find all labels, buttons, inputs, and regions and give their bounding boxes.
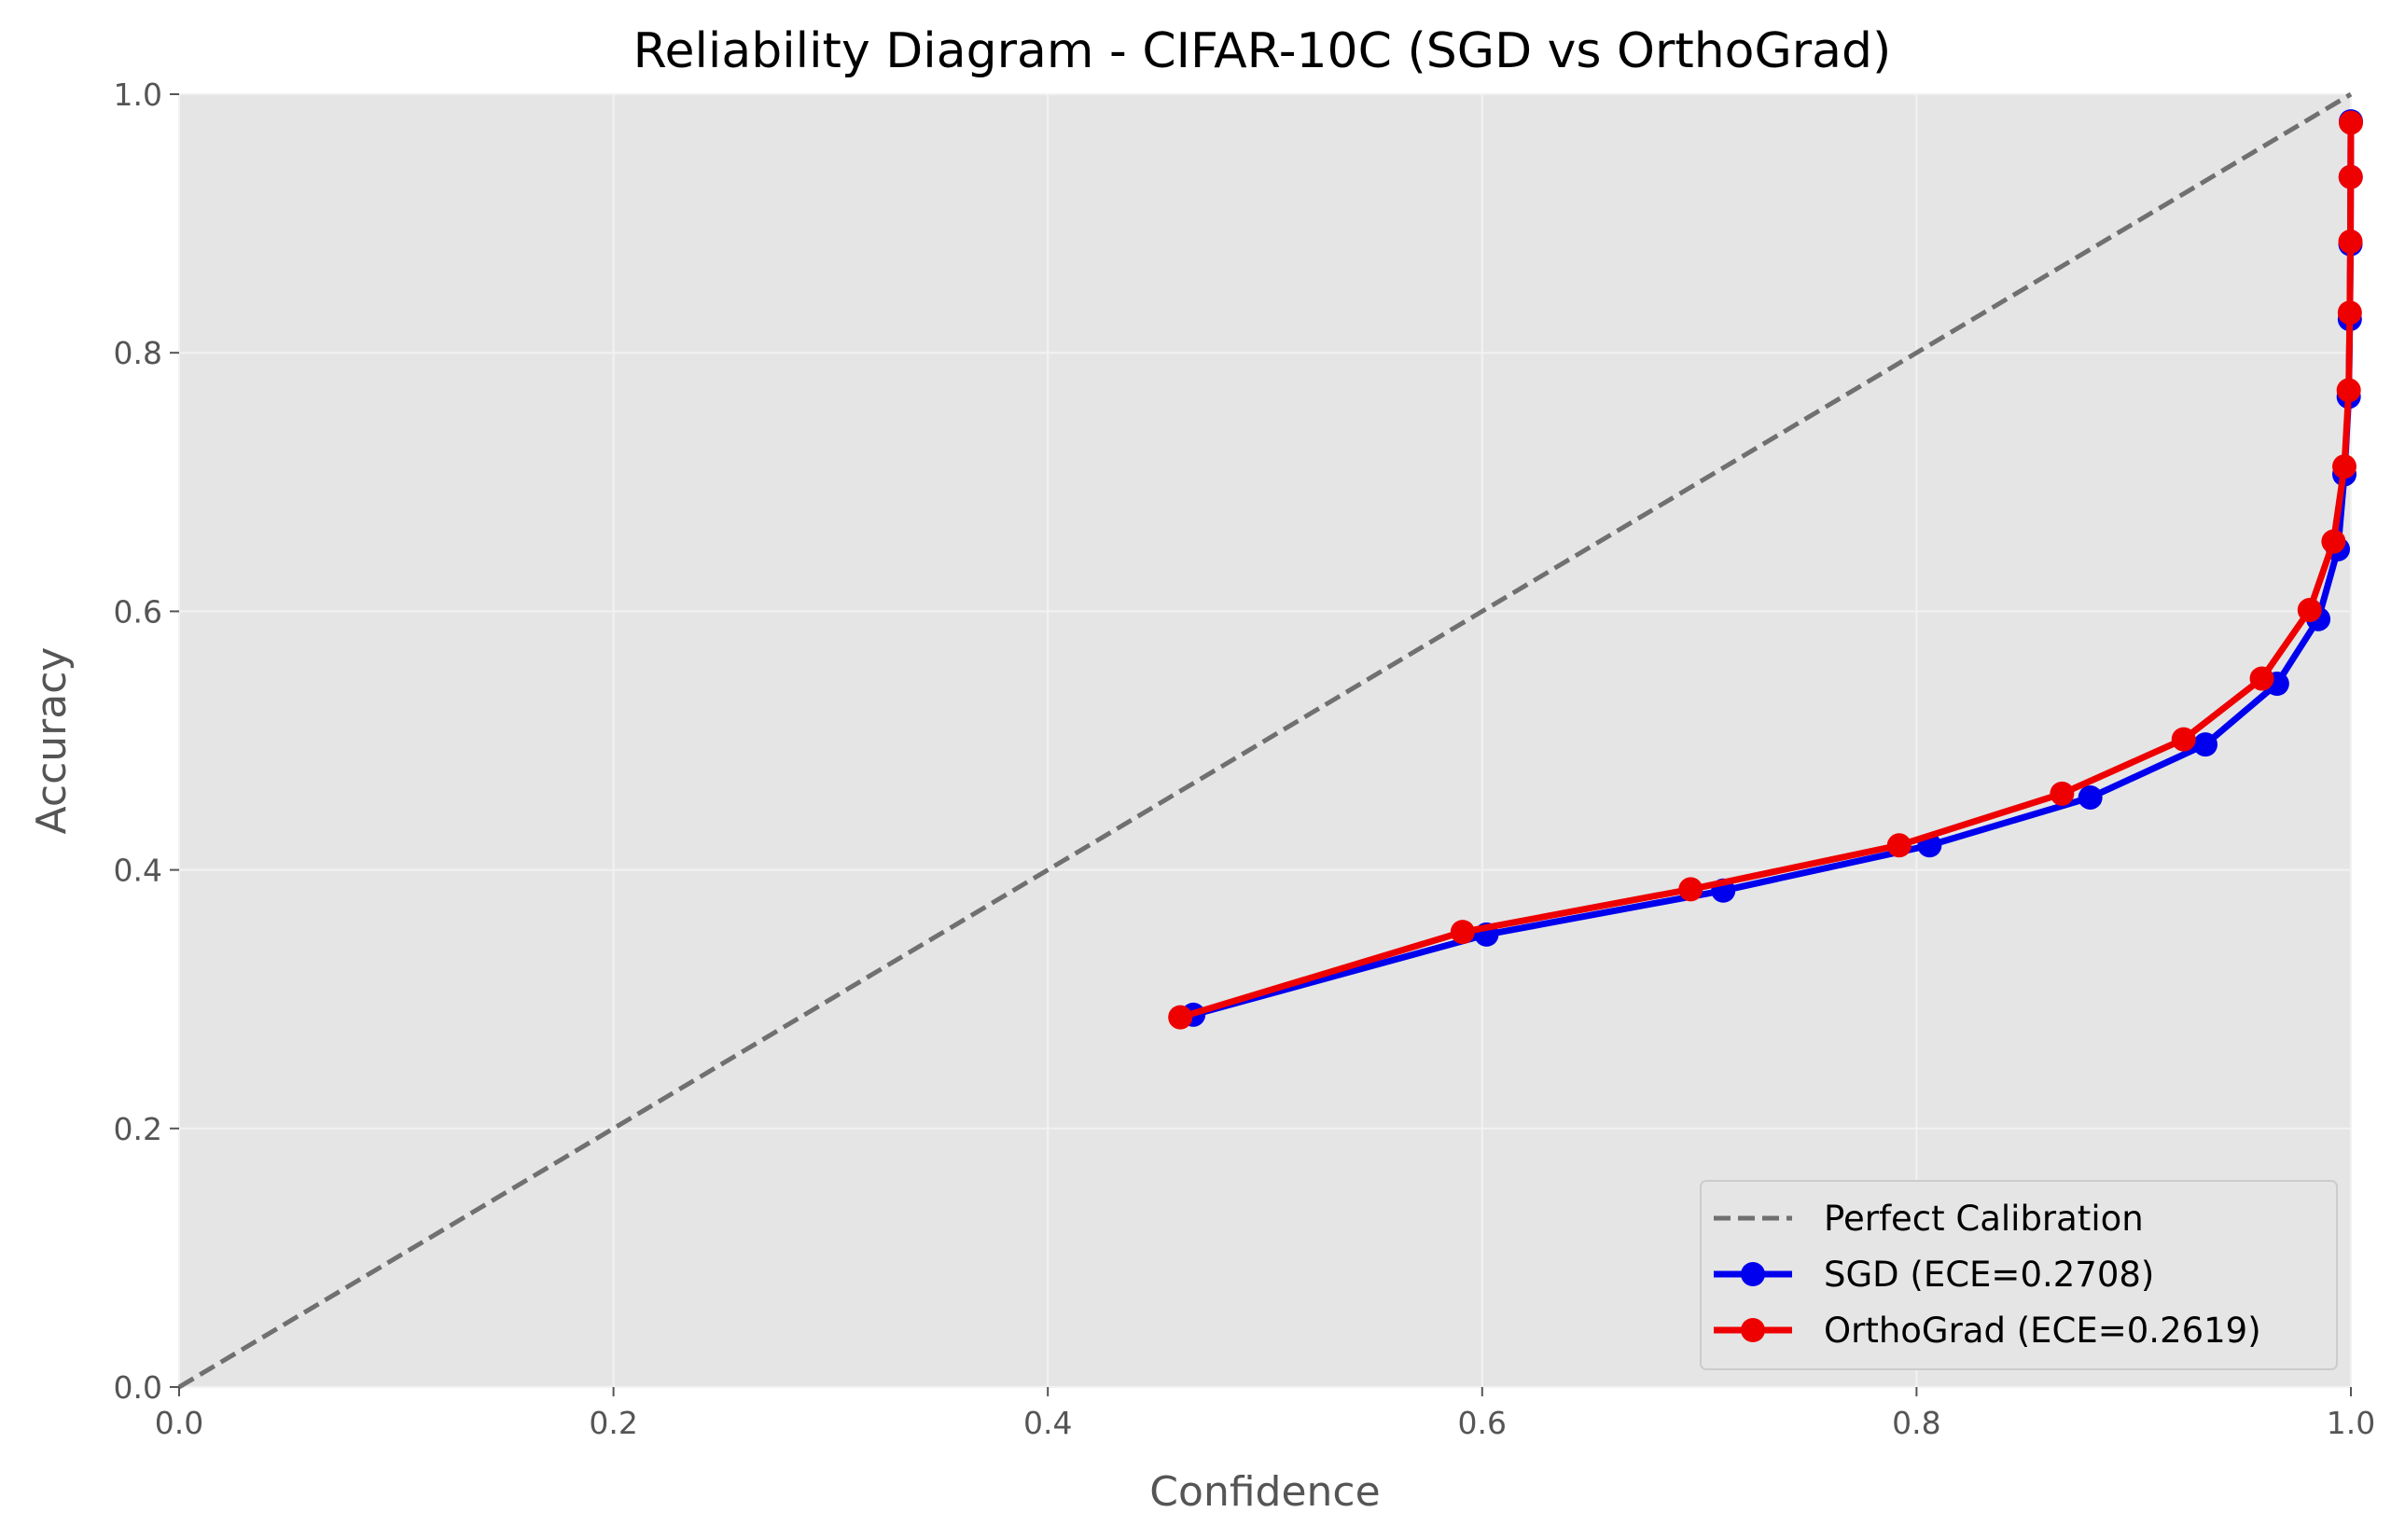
legend-label: Perfect Calibration <box>1824 1199 2144 1239</box>
data-point <box>2338 229 2363 255</box>
legend-marker <box>1741 1318 1765 1342</box>
data-point <box>2249 666 2274 691</box>
data-point <box>2338 164 2363 189</box>
axis-ticks: 0.0 0.2 0.4 0.6 0.8 1.0 0.0 0.2 0.4 0.6 0.8 1.0 <box>114 76 2376 1441</box>
legend-entry: OrthoGrad (ECE=0.2619) <box>1714 1311 2261 1351</box>
chart-title: Reliability Diagram - CIFAR-10C (SGD vs … <box>633 23 1892 79</box>
x-tick-label: 1.0 <box>2327 1405 2375 1441</box>
data-point <box>2332 454 2357 479</box>
data-point <box>2050 781 2075 806</box>
data-point <box>2337 300 2362 326</box>
data-point <box>2297 598 2322 623</box>
x-tick-label: 0.8 <box>1892 1405 1940 1441</box>
x-tick-label: 0.2 <box>589 1405 637 1441</box>
legend-marker <box>1741 1262 1765 1286</box>
y-tick-label: 0.8 <box>114 335 162 371</box>
x-axis-label: Confidence <box>1149 1468 1380 1516</box>
y-tick-label: 0.4 <box>114 853 162 889</box>
data-point <box>2339 110 2363 135</box>
y-tick-label: 0.2 <box>114 1111 162 1147</box>
x-tick-label: 0.6 <box>1458 1405 1507 1441</box>
series-layer <box>1168 109 2363 1030</box>
legend-entry: SGD (ECE=0.2708) <box>1714 1255 2154 1295</box>
data-point <box>2171 727 2196 752</box>
legend-box <box>1700 1180 2338 1370</box>
data-point <box>1168 1005 1193 1030</box>
x-tick-label: 0.4 <box>1023 1405 1072 1441</box>
data-point <box>2078 784 2103 810</box>
legend-entry: Perfect Calibration <box>1714 1199 2144 1239</box>
data-point <box>2193 732 2218 757</box>
data-point <box>1678 877 1703 902</box>
data-point <box>2336 378 2361 403</box>
y-axis-label: Accuracy <box>28 647 76 835</box>
y-tick-label: 0.6 <box>114 593 162 630</box>
data-point <box>2321 529 2346 554</box>
reference-line-layer <box>177 91 2353 1390</box>
data-point <box>1450 920 1475 945</box>
legend: Perfect Calibration SGD (ECE=0.2708) Ortho… <box>1700 1180 2338 1370</box>
y-tick-label: 0.0 <box>114 1369 162 1406</box>
legend-label: SGD (ECE=0.2708) <box>1824 1255 2154 1295</box>
x-tick-label: 0.0 <box>155 1405 203 1441</box>
data-point <box>1886 833 1911 858</box>
legend-label: OrthoGrad (ECE=0.2619) <box>1824 1311 2261 1351</box>
perfect-calibration-line <box>177 91 2353 1390</box>
series-orthograd <box>1168 110 2363 1030</box>
y-tick-label: 1.0 <box>114 76 162 113</box>
